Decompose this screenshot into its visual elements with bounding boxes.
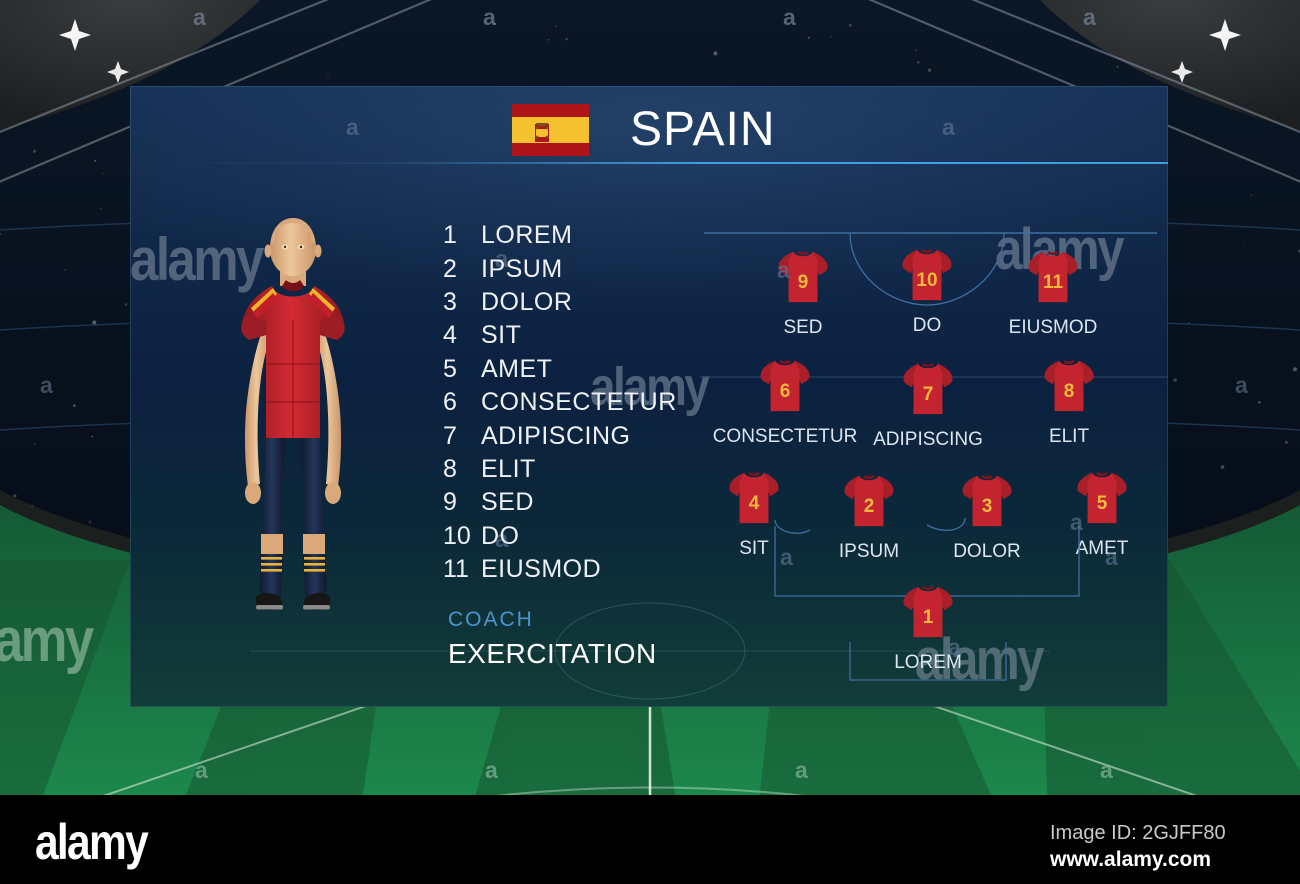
- svg-text:a: a: [780, 544, 793, 570]
- svg-text:5: 5: [1097, 493, 1108, 514]
- svg-text:11: 11: [1043, 272, 1064, 293]
- svg-text:7: 7: [923, 384, 934, 405]
- svg-text:a: a: [1070, 509, 1083, 535]
- svg-text:SIT: SIT: [739, 538, 769, 559]
- svg-text:AMET: AMET: [1076, 538, 1129, 559]
- svg-text:10: 10: [916, 270, 937, 291]
- svg-text:4: 4: [749, 493, 760, 514]
- svg-text:DO: DO: [913, 315, 942, 336]
- svg-text:SED: SED: [783, 317, 822, 338]
- svg-text:9: 9: [798, 272, 809, 293]
- svg-text:2: 2: [864, 496, 875, 517]
- svg-text:IPSUM: IPSUM: [839, 541, 899, 562]
- svg-text:DOLOR: DOLOR: [953, 541, 1021, 562]
- svg-text:6: 6: [780, 381, 791, 402]
- svg-text:1: 1: [923, 607, 934, 628]
- svg-text:CONSECTETUR: CONSECTETUR: [713, 426, 858, 447]
- svg-text:3: 3: [982, 496, 993, 517]
- svg-text:a: a: [777, 257, 790, 283]
- svg-text:a: a: [1105, 544, 1118, 570]
- svg-text:ADIPISCING: ADIPISCING: [873, 429, 983, 450]
- svg-text:ELIT: ELIT: [1049, 426, 1090, 447]
- svg-text:8: 8: [1064, 381, 1075, 402]
- svg-text:EIUSMOD: EIUSMOD: [1009, 317, 1098, 338]
